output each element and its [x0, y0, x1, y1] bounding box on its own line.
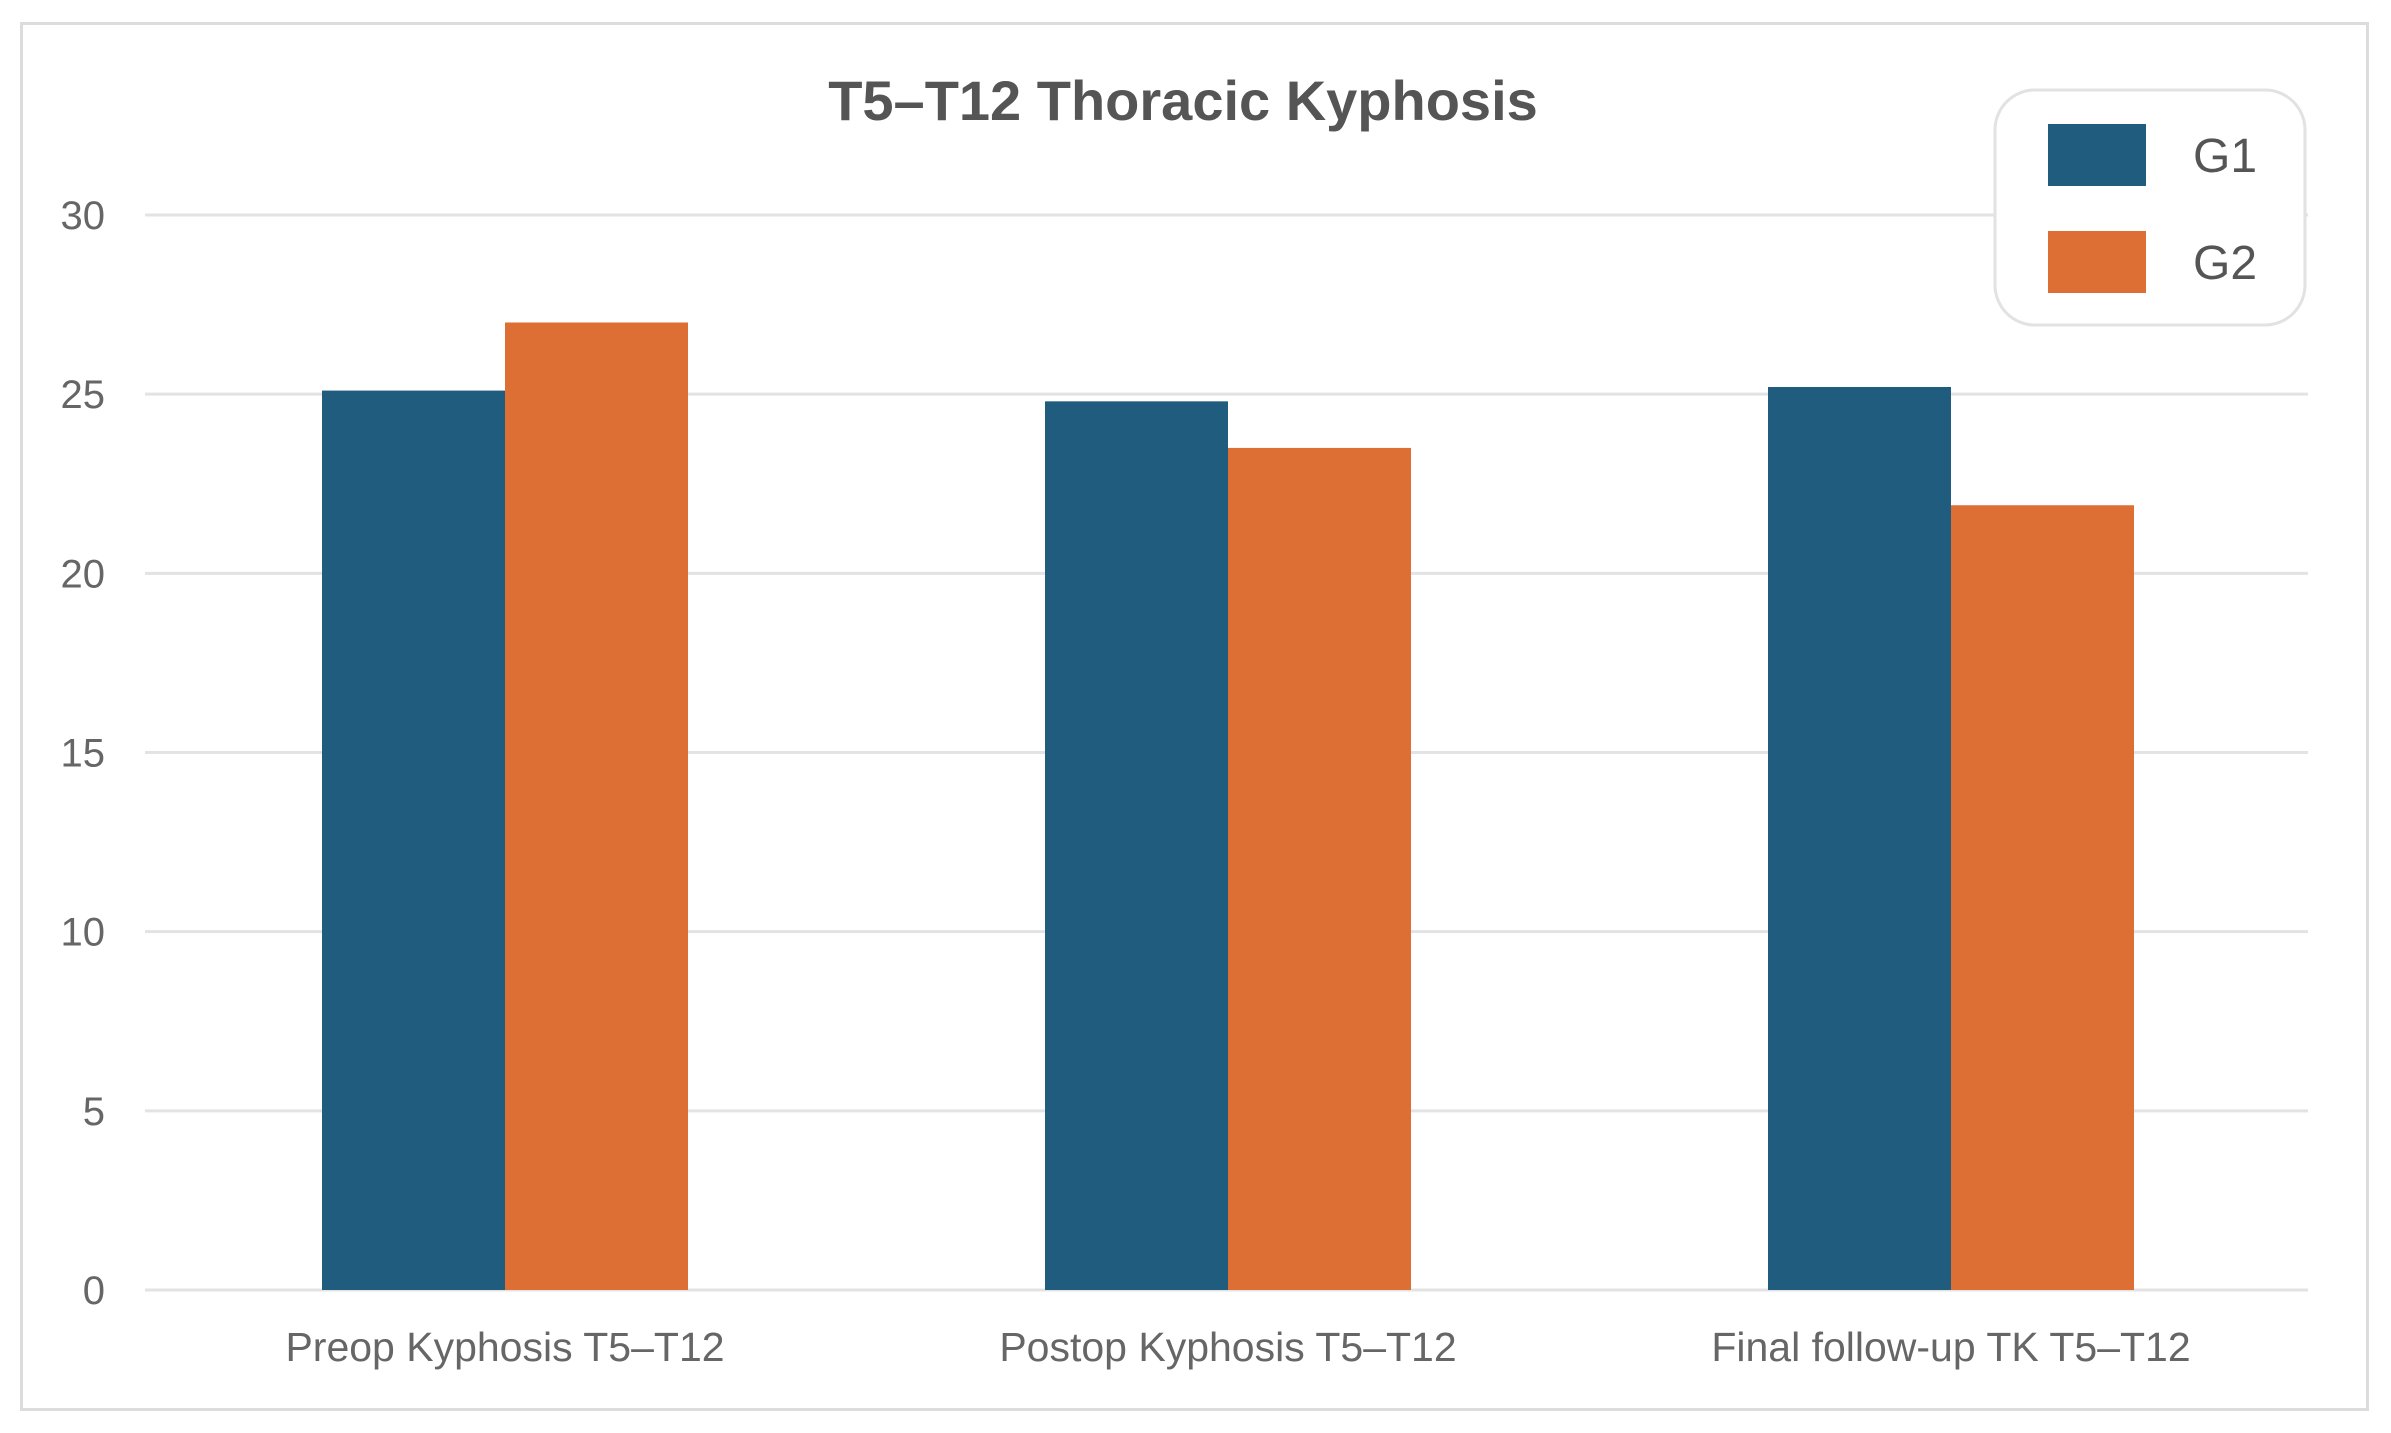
bar-g1-2: [1768, 387, 1951, 1290]
y-tick-label: 20: [61, 552, 106, 596]
legend-label-g2: G2: [2193, 237, 2257, 290]
legend: G1 G2: [1993, 88, 2307, 327]
y-tick-label: 0: [83, 1269, 105, 1313]
y-tick-label: 15: [61, 732, 106, 776]
legend-swatch-g1: [2048, 124, 2146, 186]
x-tick-label: Postop Kyphosis T5–T12: [999, 1324, 1456, 1370]
legend-label-g1: G1: [2193, 130, 2257, 183]
x-tick-label: Final follow-up TK T5–T12: [1711, 1324, 2190, 1370]
bar-g2-2: [1951, 505, 2134, 1290]
y-tick-label: 5: [83, 1090, 105, 1134]
bar-g2-1: [1228, 447, 1411, 1291]
bar-g1-1: [1045, 401, 1228, 1290]
y-tick-label: 25: [61, 373, 106, 417]
y-tick-label: 30: [61, 194, 106, 238]
bar-g1-0: [322, 390, 505, 1290]
x-tick-label: Preop Kyphosis T5–T12: [285, 1324, 724, 1370]
bars: [322, 322, 2134, 1291]
y-axis-ticks: 0 5 10 15 20 25 30: [61, 194, 106, 1313]
bar-g2-0: [505, 322, 688, 1290]
legend-swatch-g2: [2048, 231, 2146, 293]
legend-box: [1993, 88, 2307, 327]
x-axis-labels: Preop Kyphosis T5–T12 Postop Kyphosis T5–…: [285, 1324, 2190, 1370]
y-tick-label: 10: [61, 911, 106, 955]
chart-title: T5–T12 Thoracic Kyphosis: [828, 69, 1538, 132]
